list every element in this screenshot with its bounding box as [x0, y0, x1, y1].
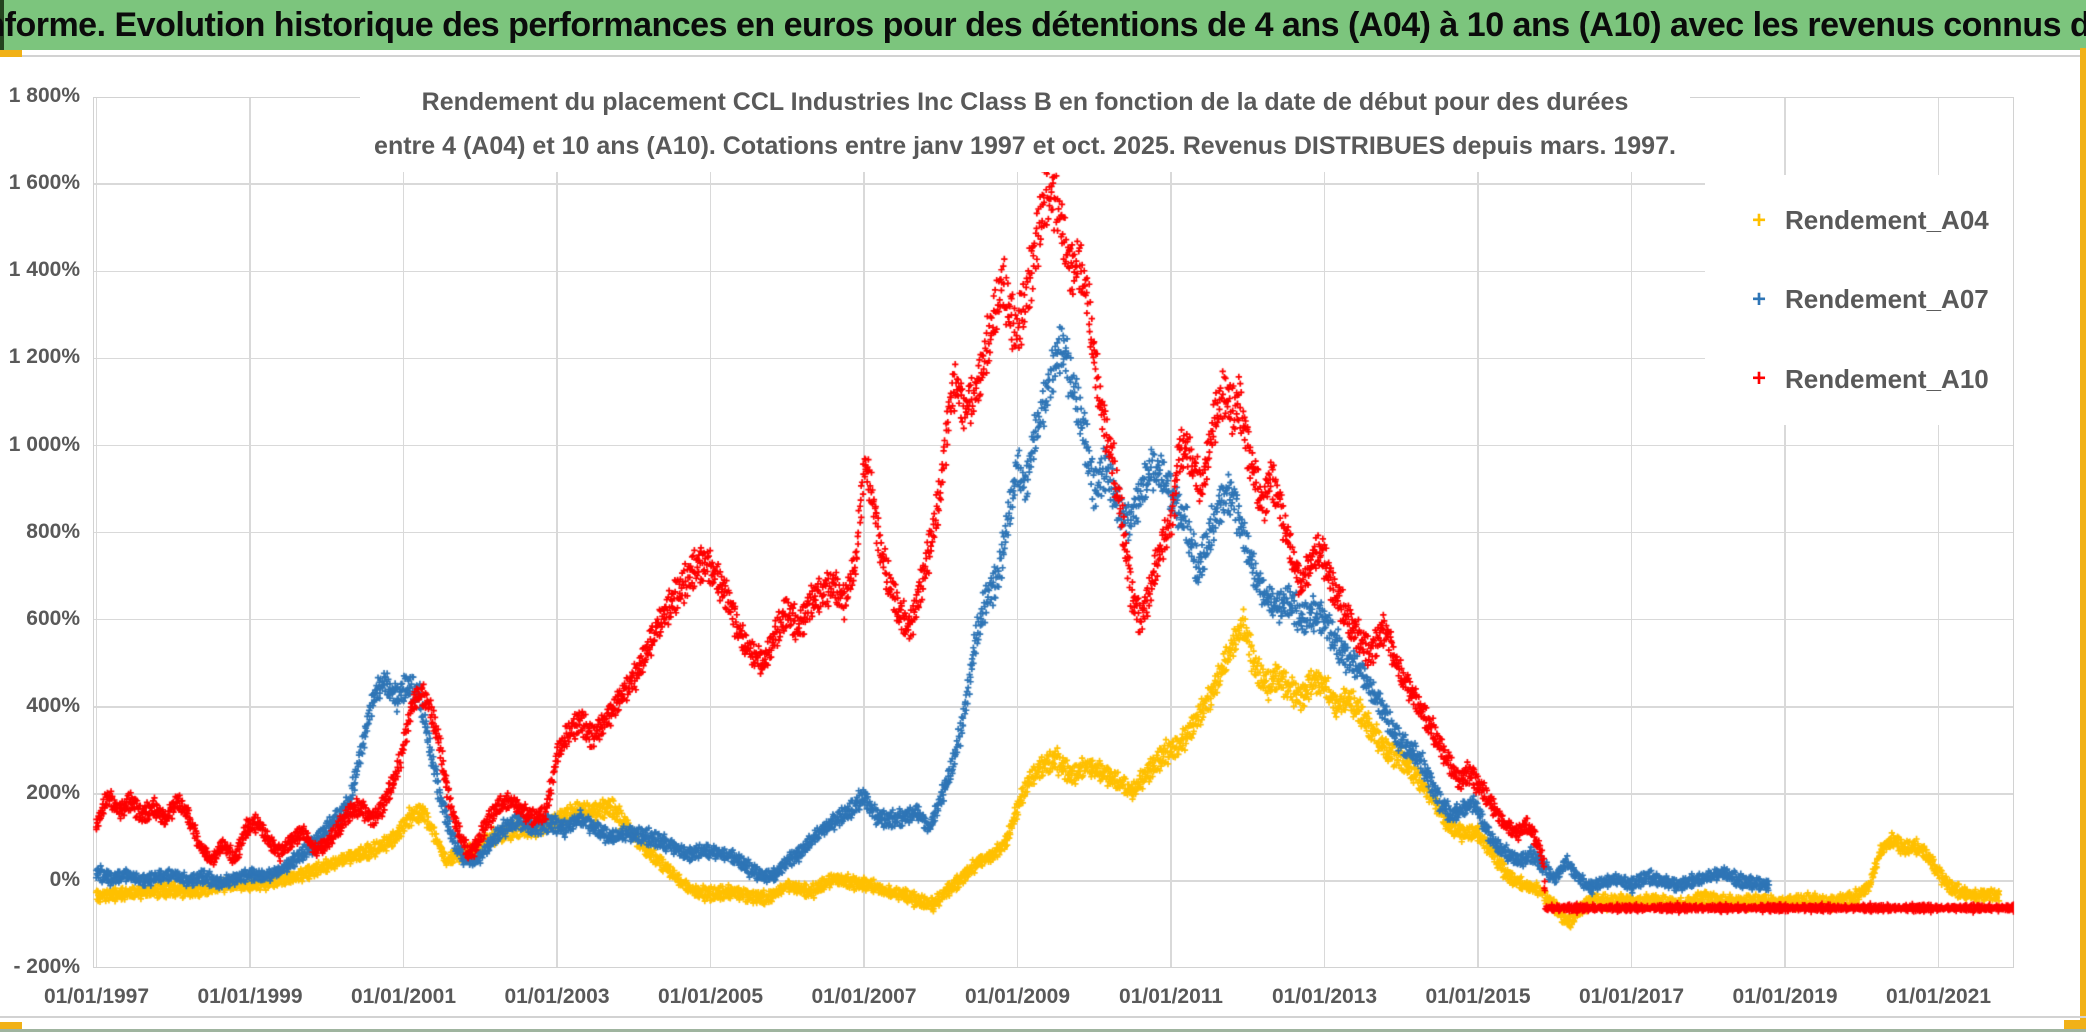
x-tick-label: 01/01/2001	[350, 985, 457, 1008]
legend: + Rendement_A04 + Rendement_A07 + Rendem…	[1705, 175, 2013, 425]
x-tick-label: 01/01/2011	[1119, 985, 1223, 1008]
y-tick-label: 200%	[26, 780, 80, 804]
x-tick-label: 01/01/1999	[197, 985, 303, 1008]
x-tick-label: 01/01/2017	[1578, 985, 1685, 1008]
y-tick-label: 1 800%	[8, 84, 80, 108]
x-tick-label: 01/01/2013	[1271, 985, 1378, 1008]
y-tick-label: 1 000%	[8, 432, 80, 456]
x-tick-label: 01/01/1997	[43, 985, 150, 1008]
plus-marker-icon: +	[1751, 206, 1766, 234]
y-tick-label: 1 200%	[8, 345, 80, 369]
x-tick-label: 01/01/2003	[504, 985, 610, 1008]
chart-title: Rendement du placement CCL Industries In…	[360, 80, 1690, 172]
y-tick-label: 1 600%	[8, 171, 80, 195]
chart-title-line2: entre 4 (A04) et 10 ans (A10). Cotations…	[374, 132, 1676, 160]
chart-title-line1: Rendement du placement CCL Industries In…	[421, 88, 1629, 116]
legend-item-a07[interactable]: + Rendement_A07	[1705, 284, 2013, 315]
x-tick-label: 01/01/2021	[1885, 985, 1992, 1008]
x-tick-label: 01/01/2015	[1425, 985, 1531, 1008]
plus-marker-icon: +	[1751, 365, 1766, 393]
y-tick-label: 400%	[26, 693, 80, 717]
y-tick-label: 1 400%	[8, 258, 80, 282]
y-tick-label: 600%	[26, 606, 80, 630]
legend-label: Rendement_A07	[1785, 284, 1989, 315]
legend-label: Rendement_A04	[1785, 205, 1989, 236]
legend-label: Rendement_A10	[1785, 363, 1989, 394]
x-tick-label: 01/01/2005	[657, 985, 764, 1008]
x-tick-label: 01/01/2009	[964, 985, 1071, 1008]
legend-item-a10[interactable]: + Rendement_A10	[1705, 364, 2013, 395]
y-tick-label: 0%	[49, 868, 80, 891]
y-tick-label: 800%	[26, 519, 80, 543]
y-tick-label: - 200%	[13, 955, 80, 979]
x-tick-label: 01/01/2019	[1732, 985, 1838, 1008]
legend-item-a04[interactable]: + Rendement_A04	[1705, 205, 2013, 236]
x-tick-label: 01/01/2007	[811, 985, 917, 1008]
plus-marker-icon: +	[1751, 285, 1766, 313]
